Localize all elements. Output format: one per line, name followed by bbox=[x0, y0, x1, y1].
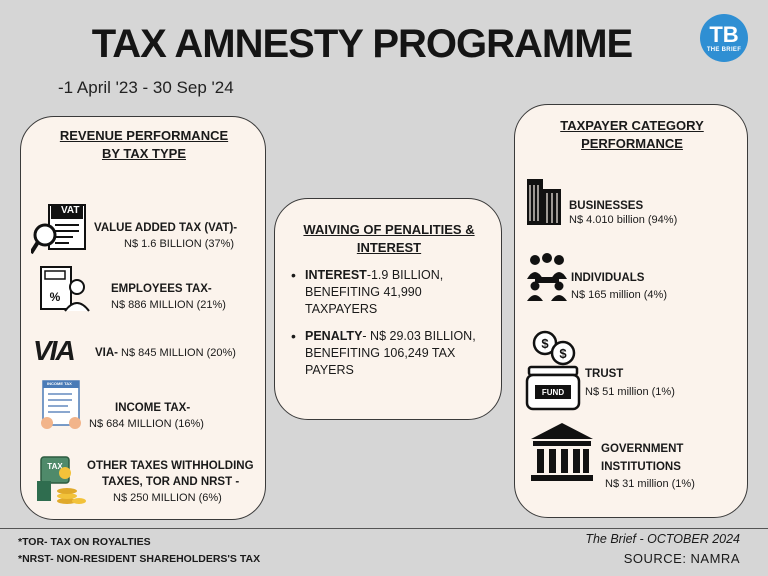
trust-title: TRUST bbox=[585, 368, 624, 380]
people-icon bbox=[527, 253, 567, 301]
other-taxes-title-line1: OTHER TAXES WITHHOLDING bbox=[87, 460, 254, 472]
via-value: N$ 845 MILLION (20%) bbox=[121, 347, 236, 359]
other-taxes-value: N$ 250 MILLION (6%) bbox=[113, 492, 222, 504]
fund-jar-label: FUND bbox=[541, 388, 565, 397]
businesses-title: BUSINESSES bbox=[569, 200, 644, 212]
penalty-item: PENALTY- N$ 29.03 BILLION, BENEFITING 10… bbox=[287, 328, 499, 379]
penalty-beneficiaries-unit: PAYERS bbox=[305, 363, 354, 377]
svg-text:$: $ bbox=[541, 336, 549, 351]
fund-jar-icon: $ $ bbox=[525, 330, 581, 411]
source-text: SOURCE: NAMRA bbox=[623, 551, 740, 566]
employees-tax-icon: % bbox=[40, 266, 90, 312]
waiving-list: INTEREST-1.9 BILLION, BENEFITING 41,990 … bbox=[287, 267, 499, 389]
vat-icon bbox=[31, 204, 86, 255]
employees-tax-value: N$ 886 MILLION (21%) bbox=[111, 299, 226, 311]
vat-value: N$ 1.6 BILLION (37%) bbox=[124, 238, 235, 250]
brand-logo: TB THE BRIEF bbox=[700, 14, 748, 62]
income-tax-value: N$ 684 MILLION (16%) bbox=[89, 418, 204, 430]
taxpayer-category-card: TAXPAYER CATEGORY PERFORMANCE BUSINESSES… bbox=[514, 104, 748, 518]
interest-beneficiaries: BENEFITING 41,990 bbox=[305, 285, 422, 299]
businesses-value: N$ 4.010 billion (94%) bbox=[569, 214, 678, 226]
logo-name: THE BRIEF bbox=[706, 47, 742, 53]
waiving-heading-line2: INTEREST bbox=[356, 240, 422, 255]
footnote-tor: *TOR- TAX ON ROYALTIES bbox=[18, 536, 151, 548]
category-heading-line2: PERFORMANCE bbox=[581, 136, 683, 151]
interest-item: INTEREST-1.9 BILLION, BENEFITING 41,990 … bbox=[287, 267, 499, 318]
waiving-heading: WAIVING OF PENALITIES & INTEREST bbox=[275, 221, 503, 257]
revenue-heading: REVENUE PERFORMANCE BY TAX TYPE bbox=[21, 127, 267, 163]
revenue-performance-card: REVENUE PERFORMANCE BY TAX TYPE VAT VALU… bbox=[20, 116, 266, 520]
svg-text:%: % bbox=[50, 290, 61, 304]
individuals-title: INDIVIDUALS bbox=[571, 272, 645, 284]
trust-value: N$ 51 million (1%) bbox=[585, 386, 675, 398]
revenue-heading-line1: REVENUE PERFORMANCE bbox=[59, 128, 229, 143]
individuals-value: N$ 165 million (4%) bbox=[571, 289, 667, 301]
logo-initials: TB bbox=[709, 22, 739, 47]
vat-icon-label: VAT bbox=[61, 205, 80, 216]
footnote-nrst: *NRST- NON-RESIDENT SHAREHOLDERS'S TAX bbox=[18, 553, 261, 565]
government-value: N$ 31 million (1%) bbox=[605, 478, 695, 490]
category-heading: TAXPAYER CATEGORY PERFORMANCE bbox=[515, 117, 749, 153]
date-range: -1 April '23 - 30 Sep '24 bbox=[58, 78, 234, 97]
svg-text:TAX: TAX bbox=[47, 462, 63, 471]
penalty-amount: - N$ 29.03 BILLION, bbox=[362, 329, 476, 343]
credit-text: The Brief - OCTOBER 2024 bbox=[585, 532, 740, 546]
via-title: VIA- bbox=[95, 347, 118, 359]
income-tax-form-label: INCOME TAX bbox=[47, 381, 72, 386]
interest-amount: -1.9 BILLION, bbox=[366, 268, 444, 282]
government-building-icon bbox=[531, 423, 593, 481]
buildings-icon bbox=[527, 179, 561, 225]
svg-text:$: $ bbox=[559, 346, 567, 361]
tax-coins-icon: TAX bbox=[37, 456, 86, 504]
page-title: TAX AMNESTY PROGRAMME bbox=[91, 22, 634, 66]
waiving-heading-line1: WAIVING OF PENALITIES & bbox=[303, 222, 475, 237]
income-tax-form-icon bbox=[41, 380, 81, 429]
penalty-label: PENALTY bbox=[305, 329, 363, 343]
category-heading-line1: TAXPAYER CATEGORY bbox=[560, 118, 704, 133]
revenue-heading-line2: BY TAX TYPE bbox=[101, 146, 187, 161]
government-title-line1: GOVERNMENT bbox=[601, 443, 684, 455]
other-taxes-title-line2: TAXES, TOR AND NRST - bbox=[102, 476, 240, 488]
employees-tax-title: EMPLOYEES TAX- bbox=[111, 283, 212, 295]
via-logo: VIA bbox=[33, 335, 76, 366]
income-tax-title: INCOME TAX- bbox=[115, 402, 191, 414]
interest-label: INTEREST bbox=[305, 268, 367, 282]
vat-title: VALUE ADDED TAX (VAT)- bbox=[94, 222, 238, 234]
government-title-line2: INSTITUTIONS bbox=[601, 461, 681, 473]
penalty-beneficiaries: BENEFITING 106,249 TAX bbox=[305, 346, 456, 360]
footer-divider bbox=[0, 528, 768, 529]
waiving-penalties-card: WAIVING OF PENALITIES & INTEREST INTERES… bbox=[274, 198, 502, 420]
interest-beneficiaries-unit: TAXPAYERS bbox=[305, 302, 378, 316]
